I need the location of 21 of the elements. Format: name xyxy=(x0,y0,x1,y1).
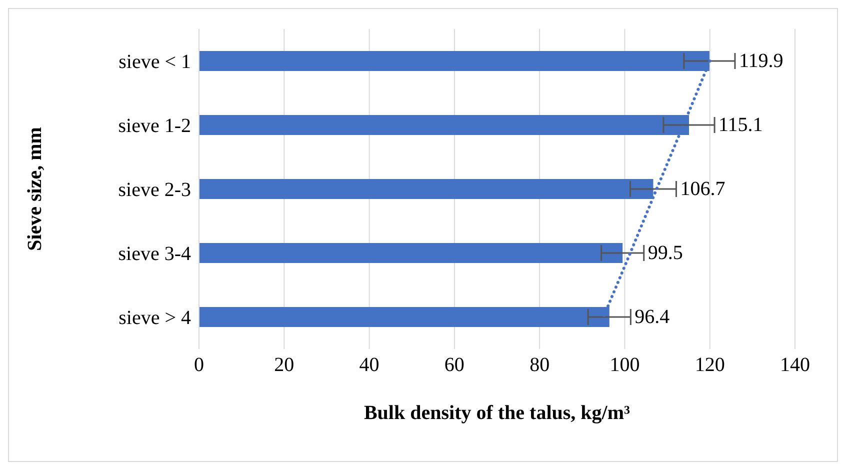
x-tick-label: 40 xyxy=(359,354,380,376)
y-tick-label: sieve 3-4 xyxy=(118,243,191,266)
data-label: 115.1 xyxy=(718,114,763,136)
data-label: 99.5 xyxy=(648,242,683,264)
data-label: 119.9 xyxy=(738,50,784,72)
y-tick-label: sieve < 1 xyxy=(118,51,191,74)
x-tick-label: 120 xyxy=(694,354,725,376)
x-axis-title: Bulk density of the talus, kg/m³ xyxy=(364,402,630,424)
y-axis-title: Sieve size, mm xyxy=(24,126,46,251)
bar xyxy=(199,243,623,263)
data-label: 106.7 xyxy=(680,178,726,200)
x-tick-label: 20 xyxy=(274,354,294,376)
data-label: 96.4 xyxy=(634,306,670,328)
y-tick-label: sieve 1-2 xyxy=(118,115,191,138)
x-tick-label: 0 xyxy=(194,354,204,376)
x-tick-label: 140 xyxy=(780,354,810,376)
y-tick-label: sieve > 4 xyxy=(118,307,191,330)
y-tick-label: sieve 2-3 xyxy=(118,179,191,202)
x-tick-label: 100 xyxy=(610,354,640,376)
x-tick-label: 80 xyxy=(530,354,550,376)
x-tick-label: 60 xyxy=(444,354,464,376)
